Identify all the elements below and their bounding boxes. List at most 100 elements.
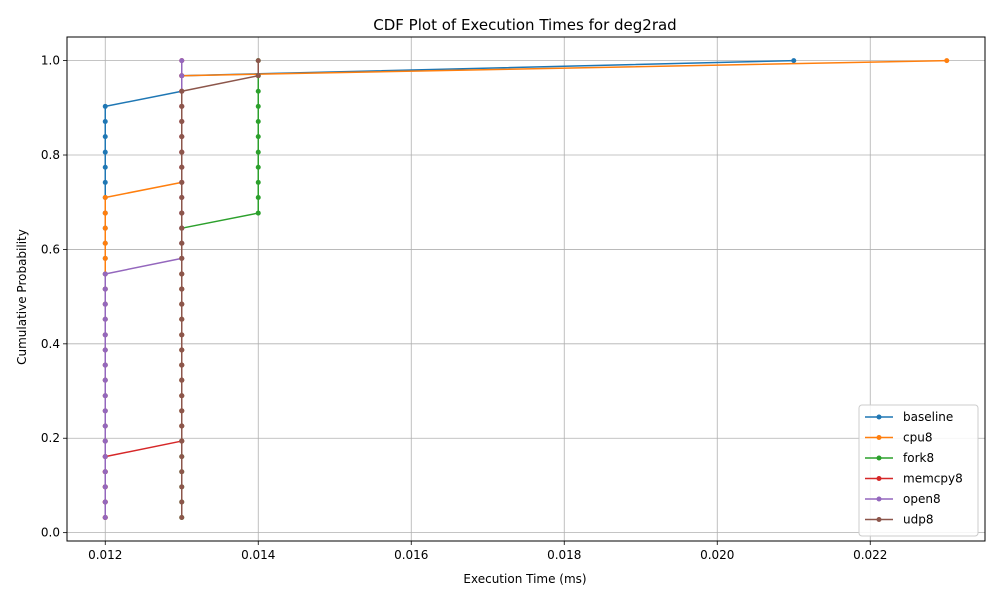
legend-label: fork8 [903,451,934,465]
data-point-fork8 [255,179,261,185]
data-point-udp8 [179,240,185,246]
data-point-udp8 [255,58,261,64]
data-point-udp8 [179,499,185,505]
y-tick-label: 0.8 [41,148,60,162]
data-point-open8 [102,316,108,322]
data-point-open8 [102,515,108,521]
data-point-baseline [102,103,108,109]
data-point-cpu8 [102,194,108,200]
data-point-open8 [102,423,108,429]
legend: baseline cpu8 fork8 memcpy8 open8 udp8 [858,404,979,537]
legend-label: baseline [903,410,953,424]
legend-swatch-marker [876,414,882,420]
legend-swatch-marker [876,455,882,461]
data-point-udp8 [179,301,185,307]
data-point-fork8 [255,210,261,216]
legend-item-cpu8: cpu8 [865,431,932,445]
y-axis-ticks: 0.0 0.2 0.4 0.6 0.8 1.0 [41,54,67,540]
legend-label: udp8 [903,513,933,527]
data-point-udp8 [179,316,185,322]
data-point-fork8 [255,118,261,124]
data-point-udp8 [179,225,185,231]
x-axis-label: Execution Time (ms) [463,572,586,586]
data-point-cpu8 [102,255,108,261]
data-point-udp8 [179,454,185,460]
data-point-udp8 [179,377,185,383]
axes-frame [66,36,986,542]
y-tick-label: 0.4 [41,337,60,351]
legend-label: memcpy8 [903,472,963,486]
data-point-fork8 [255,149,261,155]
data-point-baseline [102,179,108,185]
data-point-open8 [102,377,108,383]
data-point-fork8 [255,88,261,94]
chart-title: CDF Plot of Execution Times for deg2rad [373,16,676,34]
data-point-cpu8 [944,58,950,64]
x-tick-label: 0.012 [88,548,122,562]
data-point-open8 [102,347,108,353]
x-tick-label: 0.020 [700,548,734,562]
data-point-udp8 [179,194,185,200]
data-point-udp8 [179,88,185,94]
data-point-udp8 [179,423,185,429]
legend-label: cpu8 [903,431,932,445]
data-point-udp8 [179,255,185,261]
x-tick-label: 0.022 [853,548,887,562]
series-udp8 [179,58,261,521]
data-point-udp8 [255,73,261,79]
data-point-udp8 [179,469,185,475]
data-point-udp8 [179,362,185,368]
data-point-udp8 [179,408,185,414]
data-point-udp8 [179,179,185,185]
data-point-open8 [102,408,108,414]
data-point-open8 [102,454,108,460]
data-point-udp8 [179,438,185,444]
data-point-udp8 [179,332,185,338]
y-axis-label: Cumulative Probability [15,229,29,365]
data-point-open8 [102,469,108,475]
x-tick-label: 0.014 [241,548,275,562]
legend-item-open8: open8 [865,492,941,506]
data-point-open8 [102,301,108,307]
y-tick-label: 0.0 [41,526,60,540]
legend-item-baseline: baseline [865,410,953,424]
data-point-fork8 [255,194,261,200]
data-point-fork8 [255,103,261,109]
data-point-cpu8 [102,225,108,231]
legend-label: open8 [903,492,941,506]
data-point-open8 [102,484,108,490]
legend-swatch-marker [876,496,882,502]
data-point-baseline [102,164,108,170]
data-point-udp8 [179,118,185,124]
data-point-udp8 [179,134,185,140]
data-point-udp8 [179,515,185,521]
legend-swatch-marker [876,435,882,440]
data-point-baseline [102,149,108,155]
data-point-fork8 [255,164,261,170]
x-tick-label: 0.016 [394,548,428,562]
legend-swatch-marker [876,476,882,481]
data-point-open8 [102,286,108,292]
y-tick-label: 1.0 [41,54,60,68]
data-point-udp8 [179,347,185,353]
data-point-open8 [102,271,108,277]
data-point-udp8 [179,164,185,170]
data-point-baseline [102,134,108,140]
data-point-udp8 [179,210,185,216]
data-point-baseline [102,118,108,124]
legend-item-fork8: fork8 [865,451,934,465]
data-point-udp8 [179,103,185,109]
data-point-open8 [179,73,185,79]
series-layer [102,58,950,521]
x-axis-ticks: 0.012 0.014 0.016 0.018 0.020 0.022 [88,541,887,562]
legend-item-memcpy8: memcpy8 [865,472,963,486]
data-point-open8 [102,438,108,444]
data-point-open8 [179,58,185,64]
legend-swatch-marker [876,517,882,522]
data-point-fork8 [255,134,261,140]
data-point-udp8 [179,393,185,399]
data-point-cpu8 [102,240,108,246]
data-point-open8 [102,332,108,338]
